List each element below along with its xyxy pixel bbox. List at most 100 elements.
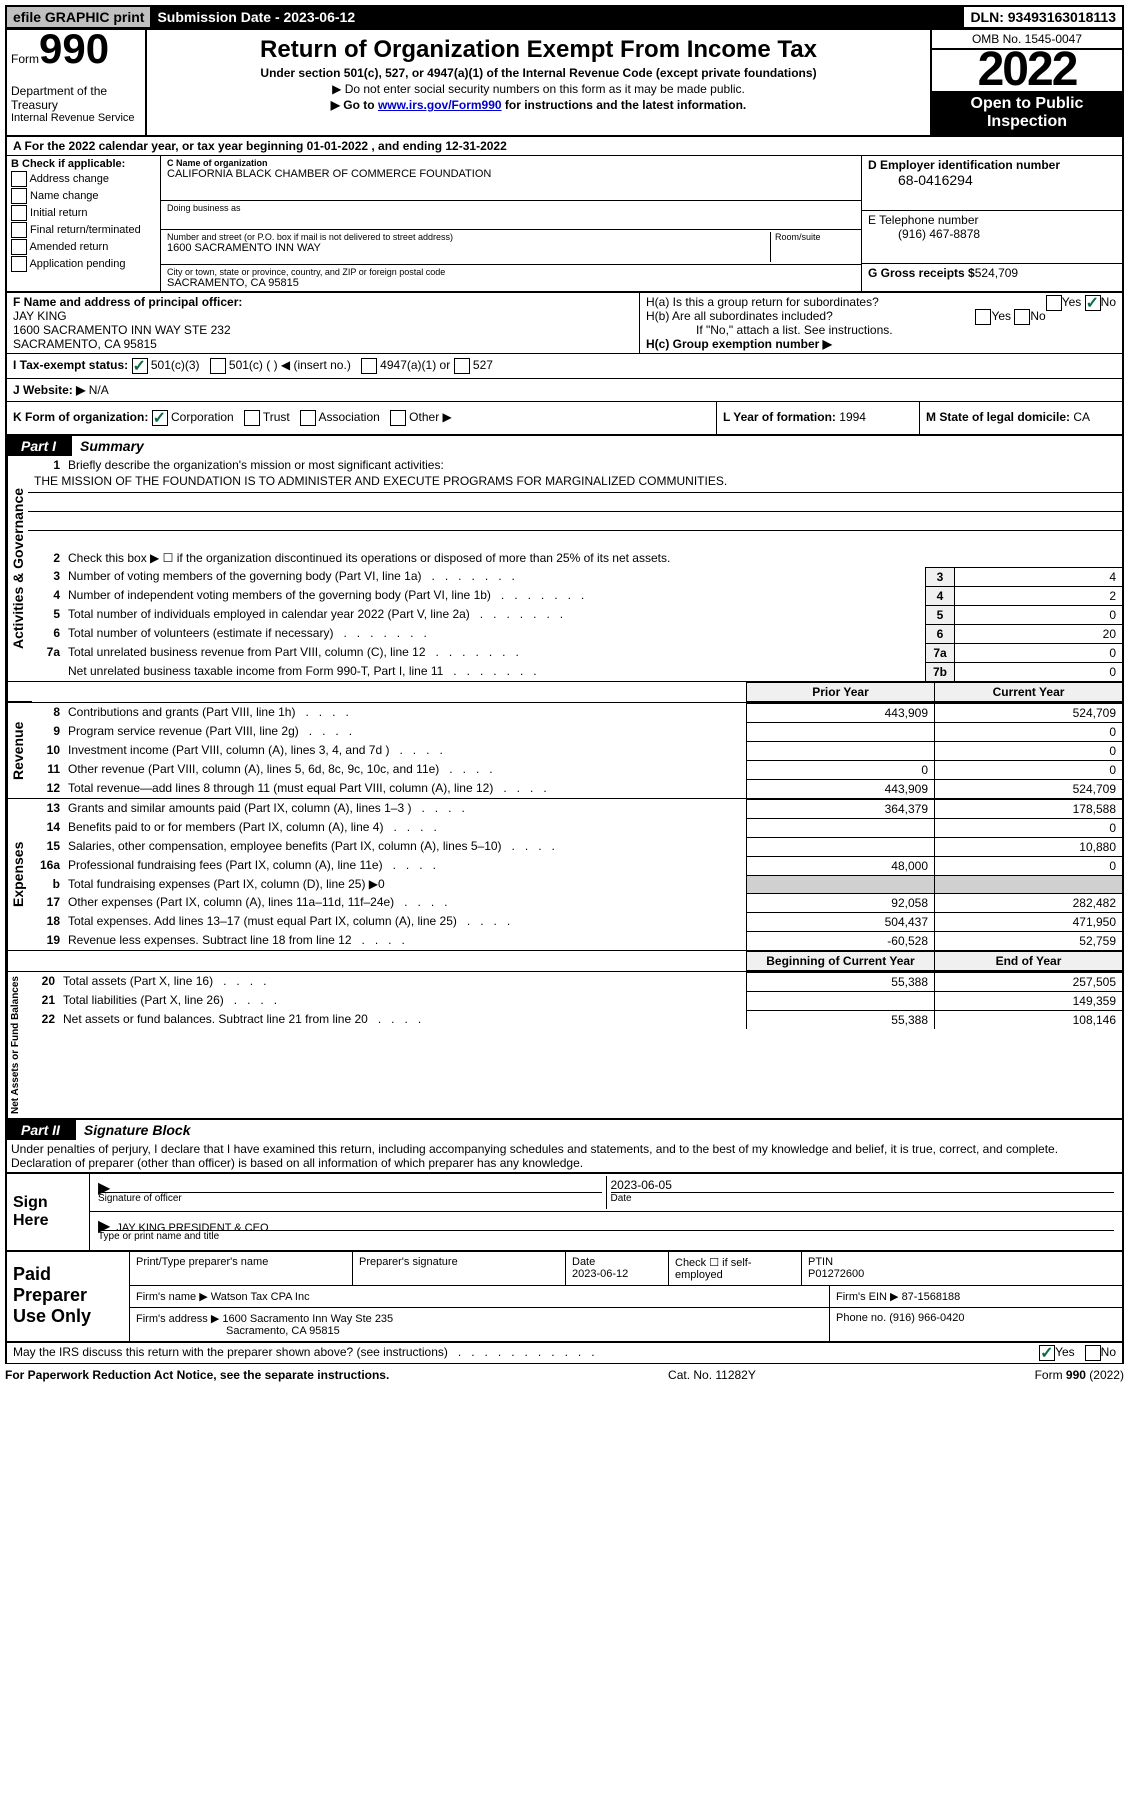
block-f: F Name and address of principal officer:… xyxy=(5,293,1124,354)
summary-line: 21Total liabilities (Part X, line 26) . … xyxy=(23,991,1122,1010)
k-corp[interactable] xyxy=(152,410,168,426)
tax-year: 2022 xyxy=(932,50,1122,91)
sig-date-val: 2023-06-05 xyxy=(611,1178,1115,1192)
submission-date: Submission Date - 2023-06-12 xyxy=(151,7,964,27)
summary-line: 19Revenue less expenses. Subtract line 1… xyxy=(28,931,1122,950)
hdr-prior: Prior Year xyxy=(746,682,934,702)
street-lbl: Number and street (or P.O. box if mail i… xyxy=(167,232,770,242)
may-irs: May the IRS discuss this return with the… xyxy=(13,1345,601,1361)
vl-rev: Revenue xyxy=(7,703,28,798)
room-lbl: Room/suite xyxy=(775,232,855,242)
form-header: Form990 Department of the Treasury Inter… xyxy=(5,30,1124,137)
firm-ein: 87-1568188 xyxy=(902,1291,961,1303)
col-c: C Name of organization CALIFORNIA BLACK … xyxy=(161,156,862,291)
i-527[interactable] xyxy=(454,358,470,374)
part2-hdr: Part II Signature Block xyxy=(5,1120,1124,1140)
header-right: OMB No. 1545-0047 2022 Open to Public In… xyxy=(932,30,1122,135)
hb-yes[interactable] xyxy=(975,309,991,325)
k-trust[interactable] xyxy=(244,410,260,426)
vl-na: Net Assets or Fund Balances xyxy=(7,972,23,1118)
row-j: J Website: ▶ N/A xyxy=(5,379,1124,402)
vl-exp: Expenses xyxy=(7,799,28,950)
check-b[interactable]: Name change xyxy=(11,188,156,204)
i-4947[interactable] xyxy=(361,358,377,374)
cat: Cat. No. 11282Y xyxy=(668,1368,756,1382)
irs-link[interactable]: www.irs.gov/Form990 xyxy=(378,98,502,112)
summary-line: 4Number of independent voting members of… xyxy=(28,586,1122,605)
summary-line: 18Total expenses. Add lines 13–17 (must … xyxy=(28,912,1122,931)
sub3: ▶ Go to www.irs.gov/Form990 for instruct… xyxy=(151,98,926,112)
paid-hdr: Paid Preparer Use Only xyxy=(7,1252,129,1341)
year-formation: 1994 xyxy=(839,410,866,424)
pp-date: 2023-06-12 xyxy=(572,1268,628,1280)
hb2: If "No," attach a list. See instructions… xyxy=(646,323,1116,337)
firm-phone: (916) 966-0420 xyxy=(889,1312,964,1324)
ha-yes[interactable] xyxy=(1046,295,1062,311)
street: 1600 SACRAMENTO INN WAY xyxy=(167,242,770,254)
summary-line: Net unrelated business taxable income fr… xyxy=(28,662,1122,681)
summary-line: 13Grants and similar amounts paid (Part … xyxy=(28,799,1122,818)
i-501c3[interactable] xyxy=(132,358,148,374)
dept-irs: Internal Revenue Service xyxy=(11,112,141,124)
dept-treasury: Department of the Treasury xyxy=(11,84,141,112)
open-public: Open to Public Inspection xyxy=(932,91,1122,135)
ein: 68-0416294 xyxy=(868,172,1116,188)
check-b[interactable]: Address change xyxy=(11,171,156,187)
summary-line: 16aProfessional fundraising fees (Part I… xyxy=(28,856,1122,875)
mission-lbl: Briefly describe the organization's miss… xyxy=(64,456,1122,474)
summary-line: 14Benefits paid to or for members (Part … xyxy=(28,818,1122,837)
f-lbl: F Name and address of principal officer: xyxy=(13,295,633,309)
part1-tab: Part I xyxy=(5,436,72,456)
summary-line: 8Contributions and grants (Part VIII, li… xyxy=(28,703,1122,722)
row-k: K Form of organization: Corporation Trus… xyxy=(5,402,1124,436)
part1-hdr: Part I Summary xyxy=(5,436,1124,456)
hb-no[interactable] xyxy=(1014,309,1030,325)
sign-block: Sign Here ▶ Signature of officer 2023-06… xyxy=(5,1172,1124,1252)
summary-line: 10Investment income (Part VIII, column (… xyxy=(28,741,1122,760)
row-i: I Tax-exempt status: 501(c)(3) 501(c) ( … xyxy=(5,354,1124,379)
ha-no[interactable] xyxy=(1085,295,1101,311)
vl-ag: Activities & Governance xyxy=(7,456,28,681)
pp-name: Print/Type preparer's name xyxy=(130,1252,353,1285)
top-bar: efile GRAPHIC print Submission Date - 20… xyxy=(5,5,1124,30)
summary-line: 9Program service revenue (Part VIII, lin… xyxy=(28,722,1122,741)
check-b[interactable]: Application pending xyxy=(11,256,156,272)
check-b[interactable]: Initial return xyxy=(11,205,156,221)
summary-line: 5Total number of individuals employed in… xyxy=(28,605,1122,624)
efile-btn[interactable]: efile GRAPHIC print xyxy=(7,7,151,27)
col-b: B Check if applicable: Address change Na… xyxy=(7,156,161,291)
form-title: Return of Organization Exempt From Incom… xyxy=(151,36,926,64)
pp-sig: Preparer's signature xyxy=(353,1252,566,1285)
f-addr2: SACRAMENTO, CA 95815 xyxy=(13,337,633,351)
form-number: 990 xyxy=(39,25,109,72)
f-name: JAY KING xyxy=(13,309,633,323)
c-name-lbl: C Name of organization xyxy=(167,158,855,168)
block-b: B Check if applicable: Address change Na… xyxy=(5,156,1124,293)
sub1: Under section 501(c), 527, or 4947(a)(1)… xyxy=(151,66,926,80)
irs-no[interactable] xyxy=(1085,1345,1101,1361)
summary-line: 22Net assets or fund balances. Subtract … xyxy=(23,1010,1122,1029)
hdr-beg: Beginning of Current Year xyxy=(746,951,934,971)
summary-line: 17Other expenses (Part IX, column (A), l… xyxy=(28,893,1122,912)
paid-block: Paid Preparer Use Only Print/Type prepar… xyxy=(5,1252,1124,1343)
f-addr1: 1600 SACRAMENTO INN WAY STE 232 xyxy=(13,323,633,337)
summary-line: 6Total number of volunteers (estimate if… xyxy=(28,624,1122,643)
sub2: ▶ Do not enter social security numbers o… xyxy=(151,82,926,96)
hdr-curr: Current Year xyxy=(934,682,1122,702)
k-other[interactable] xyxy=(390,410,406,426)
irs-yes[interactable] xyxy=(1039,1345,1055,1361)
declaration: Under penalties of perjury, I declare th… xyxy=(5,1140,1124,1172)
check-b[interactable]: Final return/terminated xyxy=(11,222,156,238)
domicile: CA xyxy=(1073,410,1090,424)
k-assoc[interactable] xyxy=(300,410,316,426)
ptin: P01272600 xyxy=(808,1268,864,1280)
i-501c[interactable] xyxy=(210,358,226,374)
summary-line: 11Other revenue (Part VIII, column (A), … xyxy=(28,760,1122,779)
check-b[interactable]: Amended return xyxy=(11,239,156,255)
form-word: Form xyxy=(11,52,39,66)
may-irs-row: May the IRS discuss this return with the… xyxy=(5,1343,1124,1364)
pra: For Paperwork Reduction Act Notice, see … xyxy=(5,1368,389,1382)
hb: H(b) Are all subordinates included?Yes N… xyxy=(646,309,1116,323)
org-name: CALIFORNIA BLACK CHAMBER OF COMMERCE FOU… xyxy=(167,168,855,180)
summary-line: 12Total revenue—add lines 8 through 11 (… xyxy=(28,779,1122,798)
